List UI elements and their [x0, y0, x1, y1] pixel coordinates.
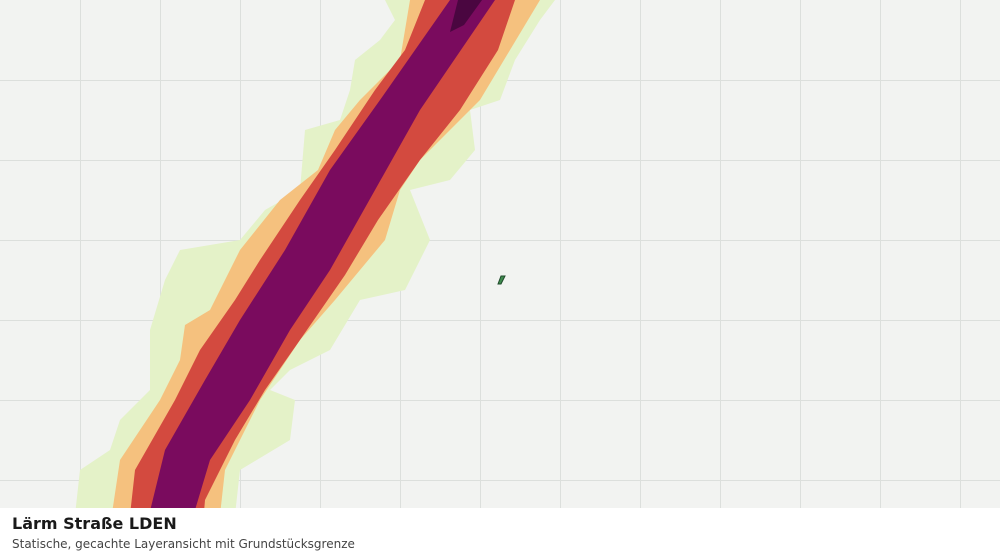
layer-title: Lärm Straße LDEN	[12, 514, 177, 533]
noise-zone-extreme	[450, 0, 482, 32]
info-panel: Lärm Straße LDEN Statische, gecachte Lay…	[0, 508, 1000, 560]
noise-zone-very-high	[138, 0, 495, 560]
parcel	[497, 275, 506, 285]
layer-subtitle: Statische, gecachte Layeransicht mit Gru…	[12, 537, 355, 551]
